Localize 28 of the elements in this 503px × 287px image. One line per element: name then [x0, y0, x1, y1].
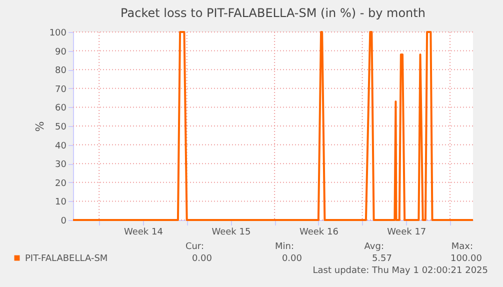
- y-tick-label: 100: [49, 28, 67, 38]
- text: 100.00: [450, 254, 482, 264]
- y-tick-label: 30: [55, 160, 67, 170]
- y-tick-label: 20: [55, 178, 67, 189]
- x-tick-label: Week 17: [387, 228, 426, 238]
- y-tick-label: 50: [55, 122, 67, 132]
- chart-title: Packet loss to PIT-FALABELLA-SM (in %) - by month: [120, 6, 426, 20]
- y-tick-label: 70: [55, 84, 67, 95]
- x-tick-label: Week 14: [124, 228, 164, 238]
- text: 0.00: [282, 254, 302, 264]
- text: 0.00: [192, 254, 212, 264]
- y-tick-label: 10: [55, 198, 67, 208]
- y-tick-label: 0: [60, 216, 67, 226]
- text: Last update: Thu May 1 02:00:21 2025: [312, 266, 488, 276]
- y-tick-label: 80: [55, 66, 67, 76]
- text: Cur:: [185, 242, 204, 252]
- x-tick-label: Week 15: [212, 228, 251, 238]
- text: Min:: [274, 242, 294, 252]
- y-axis-title: %: [33, 121, 46, 132]
- y-tick-label: 90: [55, 47, 67, 58]
- x-tick-label: Week 16: [299, 228, 339, 238]
- text: Avg:: [364, 242, 384, 252]
- y-tick-label: 60: [55, 104, 67, 114]
- text: Max:: [451, 242, 473, 252]
- line-series: [72, 31, 474, 221]
- y-tick-label: 40: [55, 141, 67, 152]
- text: 5.57: [372, 254, 392, 264]
- legend-label: PIT-FALABELLA-SM: [25, 254, 108, 264]
